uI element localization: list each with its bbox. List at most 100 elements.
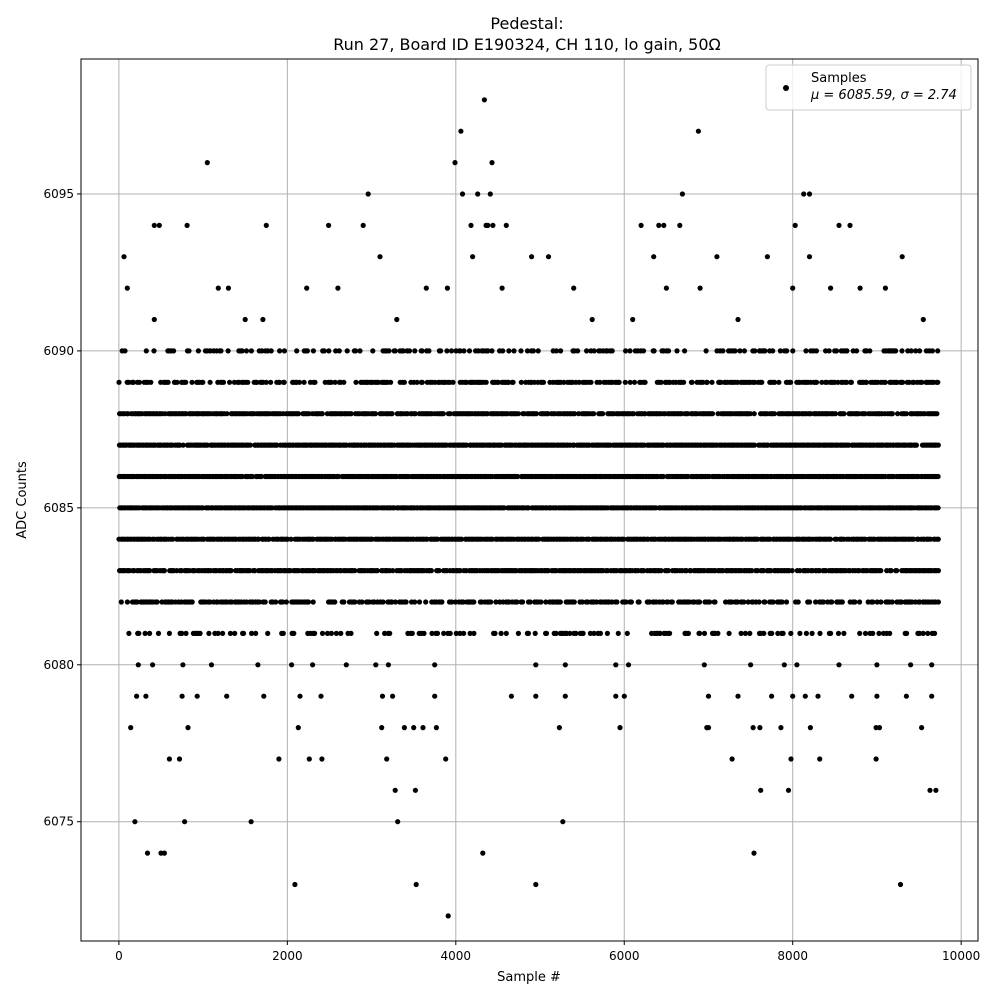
data-point	[621, 536, 627, 542]
data-point	[870, 599, 876, 605]
data-point	[489, 160, 495, 166]
data-point	[401, 725, 407, 731]
data-point	[122, 348, 128, 354]
data-point	[898, 599, 905, 605]
data-point	[483, 222, 489, 228]
data-point	[903, 693, 910, 699]
y-tick-label: 6080	[43, 658, 74, 672]
data-point	[296, 411, 302, 417]
data-point	[458, 128, 464, 134]
data-point	[591, 411, 597, 417]
data-point	[665, 348, 672, 354]
data-point	[224, 411, 230, 417]
data-point	[412, 411, 418, 417]
data-point	[809, 630, 815, 637]
data-point	[457, 568, 463, 574]
data-point	[227, 379, 233, 385]
data-point	[814, 379, 820, 385]
data-point	[665, 568, 672, 574]
data-point	[836, 222, 842, 228]
data-point	[685, 630, 692, 637]
data-point	[310, 662, 316, 668]
data-point	[697, 599, 703, 605]
data-point	[594, 599, 600, 605]
data-point	[651, 254, 657, 260]
data-point	[588, 379, 594, 385]
data-point	[917, 348, 923, 354]
data-point	[720, 348, 726, 354]
data-point	[385, 662, 391, 668]
data-point	[614, 599, 620, 605]
data-point	[794, 662, 800, 668]
data-point	[742, 630, 749, 637]
data-point	[658, 568, 664, 574]
data-point	[165, 379, 171, 385]
data-point	[336, 473, 342, 480]
data-point	[365, 191, 371, 197]
data-point	[471, 599, 477, 605]
data-point	[374, 568, 380, 574]
data-point	[228, 568, 234, 574]
data-point	[180, 442, 186, 448]
data-point	[460, 599, 466, 605]
data-point	[561, 379, 567, 385]
data-point	[797, 630, 803, 637]
data-point	[529, 254, 535, 260]
data-point	[154, 599, 160, 605]
data-point	[636, 599, 642, 605]
data-point	[770, 599, 776, 605]
data-point	[887, 630, 893, 637]
x-tick-label: 6000	[609, 949, 640, 963]
data-point	[867, 348, 873, 354]
data-point	[197, 630, 203, 637]
data-point	[384, 756, 390, 762]
data-point	[423, 599, 429, 605]
data-point	[789, 568, 795, 574]
data-point	[341, 379, 347, 385]
data-point	[195, 348, 201, 354]
data-point	[803, 348, 809, 354]
data-point	[638, 222, 644, 228]
data-point	[697, 285, 703, 291]
y-tick-label: 6095	[43, 187, 74, 201]
data-point	[874, 662, 880, 668]
data-point	[128, 725, 134, 731]
data-point	[390, 568, 396, 574]
data-point	[401, 379, 407, 385]
data-point	[296, 379, 303, 385]
data-point	[434, 630, 441, 637]
data-point	[908, 348, 914, 354]
data-point	[421, 630, 427, 637]
data-point	[289, 662, 295, 668]
data-point	[888, 568, 894, 574]
data-point	[933, 787, 939, 793]
data-point	[919, 725, 925, 731]
data-point	[183, 630, 189, 637]
data-point	[151, 222, 157, 228]
data-point	[184, 222, 190, 228]
data-point	[379, 693, 386, 699]
data-point	[475, 191, 481, 197]
data-point	[660, 473, 666, 480]
data-point	[204, 160, 210, 166]
data-point	[412, 599, 418, 605]
data-point	[894, 568, 900, 574]
data-point	[240, 630, 247, 637]
data-point	[335, 285, 341, 291]
data-point	[726, 630, 732, 637]
data-point	[759, 379, 765, 385]
data-point	[420, 725, 426, 731]
data-point	[750, 725, 756, 731]
legend-marker	[783, 85, 789, 91]
data-point	[584, 348, 590, 354]
data-point	[136, 630, 142, 637]
data-point	[353, 379, 359, 385]
data-point	[780, 630, 786, 637]
data-point	[277, 379, 283, 385]
data-point	[215, 630, 221, 637]
data-point	[380, 599, 386, 605]
data-point	[616, 379, 622, 385]
data-point	[461, 348, 467, 354]
data-point	[459, 191, 466, 197]
data-point	[449, 599, 455, 605]
